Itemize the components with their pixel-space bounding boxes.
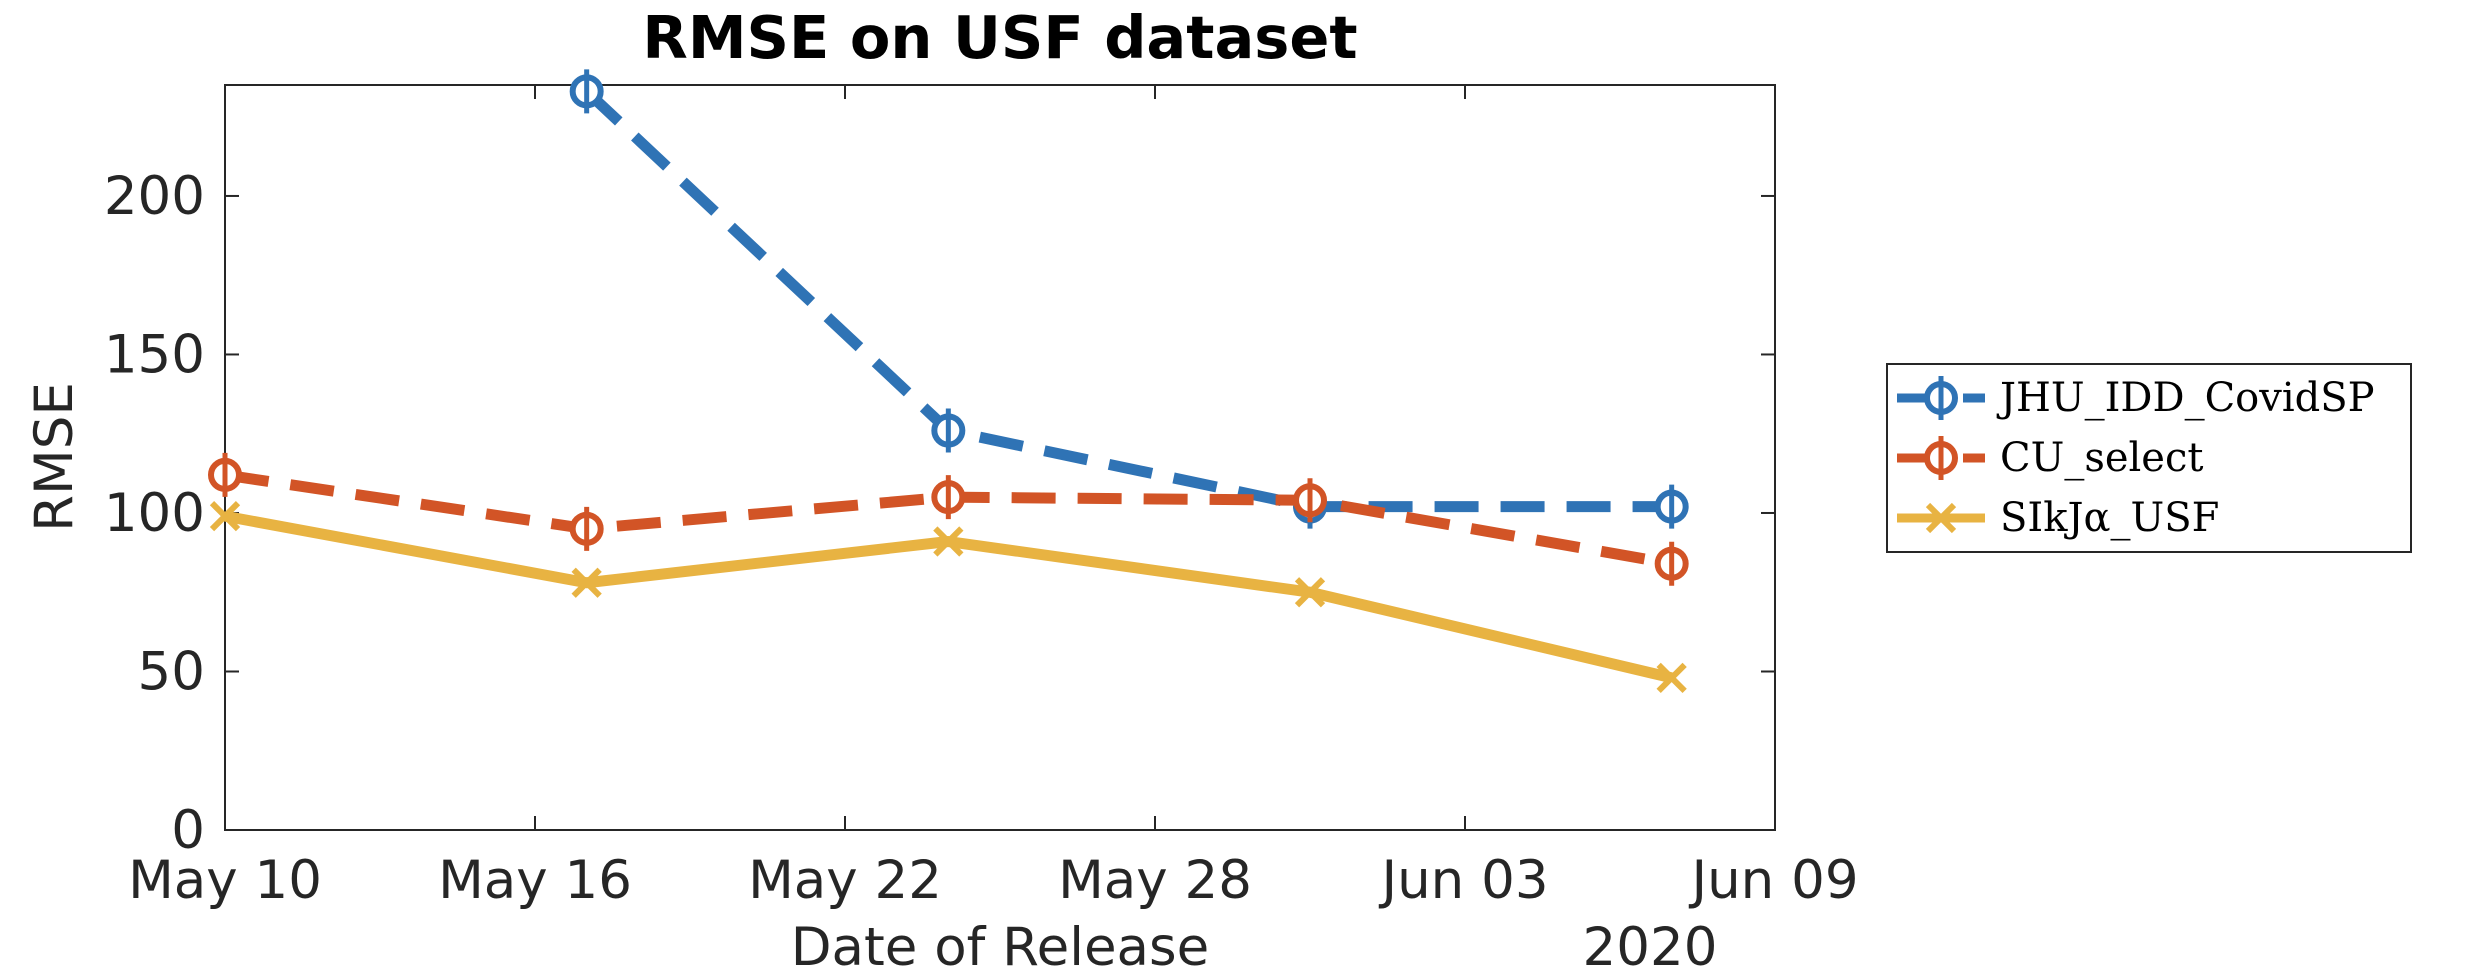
series-1 [208, 452, 1689, 586]
y-tick-label: 150 [104, 324, 205, 385]
x-tick-label: May 10 [128, 850, 322, 911]
data-point [569, 69, 604, 114]
x-tick-label: May 28 [1058, 850, 1252, 911]
y-tick-label: 100 [104, 483, 205, 544]
legend-label: JHU_IDD_CovidSP [1996, 375, 2375, 421]
legend-item: CU_select [1897, 435, 2203, 481]
legend-label: CU_select [2000, 435, 2203, 481]
x-axis-year: 2020 [1583, 917, 1718, 970]
x-axis-label: Date of Release [791, 917, 1210, 970]
plot-area [224, 84, 1776, 831]
axis-ticks: 0 50 100 150 200 May 10 May 16 May 22 May 28 Jun … [104, 85, 1859, 911]
series-layer [208, 69, 1689, 693]
series-2 [209, 501, 1687, 693]
x-tick-label: Jun 09 [1688, 850, 1858, 911]
legend-label: SIkJα_USF [2000, 495, 2219, 541]
y-tick-label: 200 [104, 166, 205, 227]
data-point [571, 567, 602, 598]
x-tick-label: May 16 [438, 850, 632, 911]
data-point [569, 506, 604, 551]
data-point [1654, 484, 1689, 529]
legend-item: SIkJα_USF [1897, 495, 2219, 541]
data-point [1924, 436, 1958, 480]
series-line [582, 87, 1672, 513]
x-tick-label: Jun 03 [1378, 850, 1548, 911]
data-point [1293, 478, 1327, 523]
y-tick-label: 50 [138, 641, 205, 702]
legend-item: JHU_IDD_CovidSP [1897, 375, 2375, 421]
chart-title: RMSE on USF dataset [642, 3, 1357, 72]
data-point [209, 501, 241, 532]
x-tick-label: May 22 [748, 850, 942, 911]
data-point [933, 526, 964, 557]
data-point [931, 475, 966, 520]
data-point [931, 408, 966, 453]
y-axis-label: RMSE [24, 382, 85, 532]
data-point [1656, 662, 1687, 693]
y-tick-label: 0 [171, 800, 205, 861]
legend: JHU_IDD_CovidSP CU_select SIkJα_USF [1886, 363, 2412, 553]
data-point [1654, 541, 1689, 586]
data-point [208, 452, 242, 497]
data-point [1924, 376, 1958, 420]
data-point [1294, 577, 1326, 608]
data-point [1925, 502, 1957, 534]
